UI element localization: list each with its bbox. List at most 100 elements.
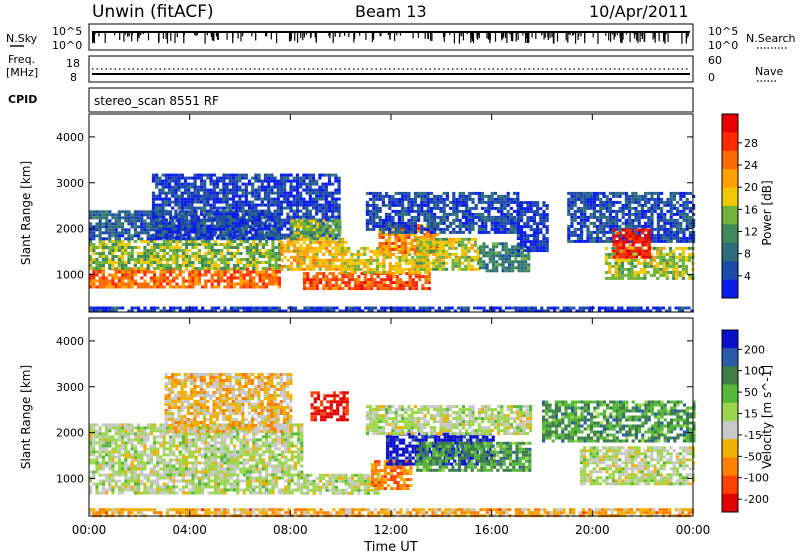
heatmap-cell (385, 252, 389, 256)
heatmap-cell (334, 275, 339, 279)
heatmap-cell (153, 249, 157, 252)
heatmap-cell (656, 236, 660, 240)
heatmap-cell (620, 276, 625, 280)
heatmap-cell (295, 185, 300, 189)
heatmap-cell (164, 185, 168, 189)
heatmap-cell (117, 282, 121, 286)
heatmap-cell (660, 212, 664, 216)
heatmap-cell (426, 221, 430, 225)
heatmap-cell (350, 255, 354, 259)
heatmap-cell (605, 197, 609, 201)
heatmap-cell (520, 246, 524, 250)
heatmap-cell (425, 261, 429, 265)
heatmap-cell (273, 212, 277, 216)
nsky-mark (502, 32, 504, 39)
heatmap-cell (151, 191, 156, 195)
heatmap-cell (397, 212, 401, 216)
heatmap-cell (153, 279, 157, 283)
heatmap-cell (187, 191, 191, 195)
heatmap-cell (190, 182, 194, 186)
heatmap-cell (592, 209, 596, 213)
heatmap-cell (592, 236, 596, 240)
nsky-mark (300, 32, 302, 39)
heatmap-cell (669, 200, 673, 204)
heatmap-cell (659, 255, 663, 259)
heatmap-cell (191, 240, 195, 243)
heatmap-cell (315, 249, 319, 253)
heatmap-cell (356, 264, 360, 268)
heatmap-cell (586, 239, 590, 243)
heatmap-cell (318, 188, 322, 192)
heatmap-cell (155, 203, 159, 207)
heatmap-cell (640, 270, 644, 274)
heatmap-cell (111, 267, 115, 271)
heatmap-cell (196, 233, 200, 237)
heatmap-cell (241, 206, 245, 210)
heatmap-cell (223, 246, 227, 249)
heatmap-cell (452, 194, 456, 198)
heatmap-cell (509, 215, 513, 219)
heatmap-cell (471, 224, 475, 228)
heatmap-cell (363, 275, 367, 279)
heatmap-cell (203, 215, 207, 219)
heatmap-cell (121, 270, 125, 274)
heatmap-cell (257, 185, 261, 189)
heatmap-cell (602, 233, 606, 237)
heatmap-cell (306, 281, 310, 285)
heatmap-cell (418, 278, 422, 282)
heatmap-cell (375, 206, 379, 210)
heatmap-cell (523, 207, 527, 211)
heatmap-cell (302, 182, 306, 186)
heatmap-cell (344, 275, 348, 279)
heatmap-cell (236, 234, 240, 238)
heatmap-cell (490, 221, 494, 225)
heatmap-cell (206, 218, 210, 222)
heatmap-cell (306, 222, 310, 226)
heatmap-cell (432, 245, 436, 248)
heatmap-cell (194, 273, 198, 277)
nsky-mark (477, 32, 479, 36)
heatmap-cell (529, 249, 533, 253)
heatmap-cell (302, 272, 307, 276)
heatmap-cell (196, 215, 200, 219)
heatmap-cell (520, 243, 524, 247)
heatmap-cell (121, 210, 125, 214)
heatmap-cell (226, 231, 230, 235)
nsky-mark (303, 32, 305, 38)
heatmap-cell (491, 254, 496, 258)
heatmap-cell (372, 203, 376, 207)
heatmap-cell (617, 264, 621, 268)
heatmap-cell (137, 219, 141, 223)
heatmap-cell (682, 218, 686, 222)
heatmap-cell (481, 197, 485, 201)
heatmap-cell (605, 203, 609, 207)
heatmap-cell (289, 194, 293, 198)
heatmap-cell (276, 179, 280, 183)
heatmap-cell (643, 270, 647, 274)
heatmap-cell (602, 203, 606, 207)
heatmap-cell (366, 261, 370, 265)
heatmap-cell (378, 224, 382, 228)
heatmap-cell (602, 194, 606, 198)
heatmap-cell (334, 281, 339, 285)
heatmap-cell (487, 194, 491, 198)
heatmap-cell (161, 209, 165, 213)
heatmap-cell (258, 285, 262, 289)
heatmap-cell (111, 279, 115, 283)
heatmap-cell (468, 209, 472, 213)
heatmap-cell (137, 261, 141, 264)
heatmap-cell (271, 258, 275, 261)
heatmap-cell (471, 212, 475, 216)
heatmap-cell (169, 255, 173, 258)
heatmap-cell (542, 246, 546, 250)
heatmap-cell (217, 243, 221, 246)
heatmap-cell (299, 243, 303, 247)
heatmap-cell (174, 179, 178, 183)
heatmap-cell (400, 251, 404, 254)
heatmap-cell (413, 230, 417, 234)
heatmap-cell (529, 246, 533, 250)
heatmap-cell (133, 222, 137, 226)
heatmap-cell (219, 218, 223, 222)
heatmap-cell (381, 194, 385, 198)
heatmap-cell (520, 207, 524, 211)
